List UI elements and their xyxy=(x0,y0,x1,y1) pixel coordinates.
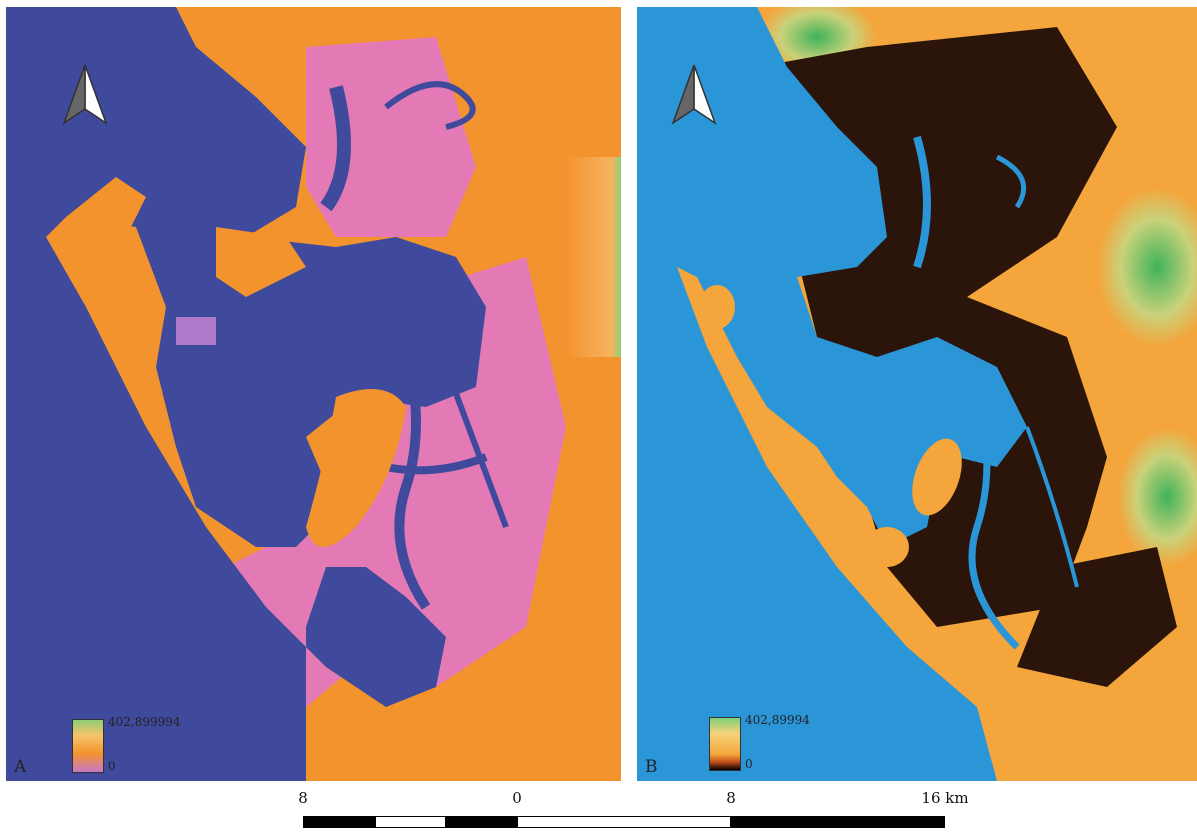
panel-label-a: A xyxy=(14,757,27,777)
scale-segment xyxy=(446,816,517,828)
legend-min-b: 0 xyxy=(745,757,753,771)
legend-max-a: 402,899994 xyxy=(108,715,181,729)
scale-segment xyxy=(731,816,945,828)
elevation-map-a xyxy=(6,7,621,781)
scale-segment xyxy=(375,816,446,828)
north-arrow-icon xyxy=(62,63,108,125)
scale-tick-label: 0 xyxy=(512,789,522,807)
scale-tick-label: 8 xyxy=(298,789,308,807)
scale-bar: 8 0 8 16 km xyxy=(298,789,969,829)
legend-ramp-a xyxy=(72,719,104,773)
map-panel-b: 402,89994 0 B xyxy=(637,7,1197,781)
north-arrow-icon xyxy=(671,63,717,125)
scale-segment xyxy=(517,816,731,828)
legend-max-b: 402,89994 xyxy=(745,713,810,727)
scale-tick-label: 8 xyxy=(726,789,736,807)
map-panel-a: 402,899994 0 A xyxy=(6,7,621,781)
panel-label-b: B xyxy=(645,757,658,777)
elevation-map-b xyxy=(637,7,1197,781)
scale-tick-label: 16 km xyxy=(921,789,969,807)
legend-ramp-b xyxy=(709,717,741,771)
scale-segment xyxy=(303,816,375,828)
legend-min-a: 0 xyxy=(108,759,116,773)
